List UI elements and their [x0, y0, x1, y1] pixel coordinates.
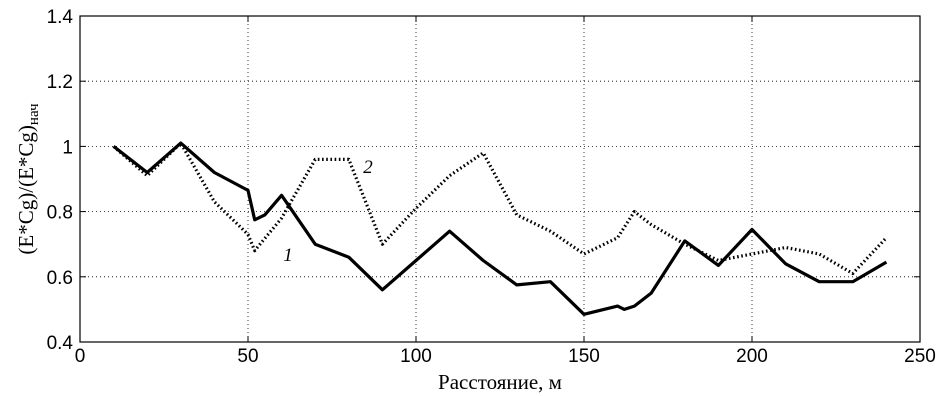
x-tick-label: 0 [75, 346, 86, 367]
series-label-1: 1 [283, 245, 293, 266]
series-label-2: 2 [363, 157, 373, 178]
x-tick-label: 200 [736, 346, 768, 367]
x-tick-label: 150 [568, 346, 600, 367]
y-tick-label: 1.2 [47, 72, 73, 93]
y-axis-label: (E*Cg)/(E*Cg)нач [14, 103, 42, 255]
plot-frame [79, 15, 921, 343]
y-tick-label: 0.4 [47, 333, 74, 354]
grid [80, 16, 920, 342]
x-axis-label: Расстояние, м [438, 370, 562, 394]
x-tick-label: 250 [904, 346, 936, 367]
ticks: 0 50 100 150 200 250 0.4 0.6 0.8 1 1.2 1.4 [47, 7, 936, 367]
series-line-1 [112, 141, 888, 316]
series-line-2 [112, 141, 888, 276]
y-tick-label: 0.6 [47, 268, 73, 289]
series [112, 141, 888, 316]
y-tick-label: 0.8 [47, 203, 73, 224]
y-tick-label: 1 [62, 137, 73, 158]
x-tick-label: 50 [237, 346, 258, 367]
x-tick-label: 100 [400, 346, 432, 367]
y-tick-label: 1.4 [47, 7, 74, 28]
